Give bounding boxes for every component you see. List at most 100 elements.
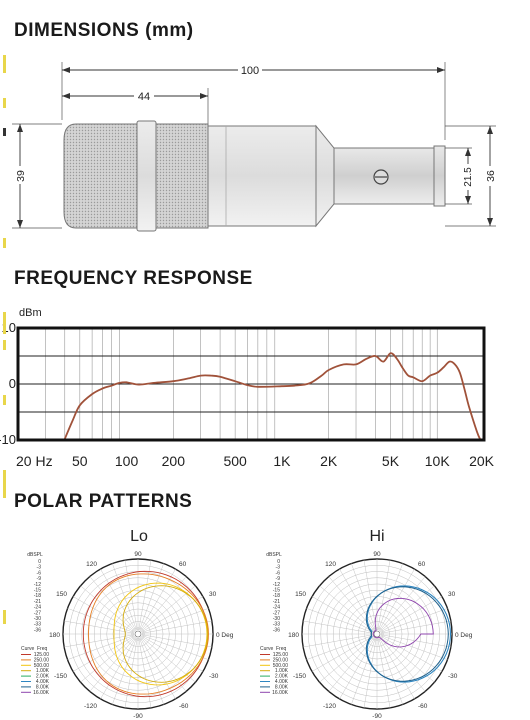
polar-radial xyxy=(363,637,377,708)
x-tick-label: 100 xyxy=(115,453,139,469)
microphone-outline xyxy=(63,120,446,232)
polar-radial xyxy=(380,620,451,634)
polar-radial xyxy=(380,634,451,648)
polar-radial xyxy=(72,635,135,672)
polar-scale-value: -24 xyxy=(34,605,41,611)
y-tick-label: 0 xyxy=(9,376,16,391)
polar-radial xyxy=(378,637,415,700)
polar-angle-label: -150 xyxy=(293,673,306,680)
legend-freq: 125.00 xyxy=(273,652,289,658)
polar-angle-label: -120 xyxy=(323,703,336,710)
polar-angle-label: 60 xyxy=(179,561,187,568)
polar-angle-label: -30 xyxy=(209,673,219,680)
polar-radial xyxy=(100,568,137,631)
legend-freq: 1.00K xyxy=(275,668,289,674)
polar-scale-value: 0 xyxy=(277,559,280,565)
polar-curve xyxy=(365,586,449,682)
polar-angle-label: 150 xyxy=(295,591,306,598)
chart-frame xyxy=(16,326,486,442)
legend-freq: 2.00K xyxy=(36,674,50,680)
polar-angle-label: 150 xyxy=(56,591,67,598)
legend-freq: 8.00K xyxy=(36,684,50,690)
polar-radial xyxy=(140,636,187,692)
polar-angle-label: 0 Deg xyxy=(216,632,234,639)
legend-curve-header: Curve xyxy=(21,646,35,652)
polar-radial xyxy=(141,596,204,633)
polar-radial xyxy=(351,637,376,705)
polar-angle-label: 30 xyxy=(448,591,456,598)
legend-freq-header: Freq xyxy=(37,646,48,652)
polar-angle-label: 120 xyxy=(325,561,336,568)
polar-angle-label: -150 xyxy=(54,673,67,680)
polar-radial xyxy=(139,637,164,705)
polar-radial xyxy=(89,636,136,692)
polar-curve xyxy=(82,570,209,698)
legend-freq: 8.00K xyxy=(275,684,289,690)
polar-angle-label: -60 xyxy=(418,703,428,710)
polar-radial xyxy=(363,560,377,631)
polar-radial xyxy=(67,635,135,660)
polar-radial xyxy=(319,636,375,683)
polar-radial xyxy=(379,576,426,632)
head-length-dimension: 44 xyxy=(62,88,209,125)
polar-scale-value: -9 xyxy=(276,576,281,582)
polar-scale-value: -15 xyxy=(273,588,280,594)
legend-freq: 1.00K xyxy=(36,668,50,674)
polar-scale-value: -36 xyxy=(273,627,280,633)
dimensions-title: DIMENSIONS (mm) xyxy=(14,20,194,41)
polar-scale-value: -18 xyxy=(273,593,280,599)
polar-scale-value: -33 xyxy=(273,622,280,628)
polar-radial xyxy=(138,637,152,708)
polar-radial xyxy=(380,635,443,672)
polar-radial xyxy=(141,634,212,648)
polar-radial xyxy=(377,560,391,631)
frequency-response-line xyxy=(63,352,482,441)
polar-angle-label: 180 xyxy=(49,632,60,639)
polar-radial xyxy=(141,608,209,633)
legend-freq: 16.00K xyxy=(33,690,50,696)
polar-radial xyxy=(377,637,391,708)
polar-radial xyxy=(380,596,443,633)
x-tick-label: 200 xyxy=(162,453,186,469)
polar-title: Hi xyxy=(369,528,384,545)
polar-curve xyxy=(113,582,208,686)
polar-radial xyxy=(80,585,136,632)
polar-radial xyxy=(112,563,137,631)
legend-freq: 250.00 xyxy=(273,657,289,663)
polar-radial xyxy=(141,635,204,672)
legend-freq: 125.00 xyxy=(34,652,50,658)
polar-title: Lo xyxy=(130,528,148,545)
polar-scale-label: dBSPL xyxy=(266,552,282,558)
polar-scale-value: -27 xyxy=(34,610,41,616)
polar-scale-value: -15 xyxy=(34,588,41,594)
x-tick-label: 20K xyxy=(469,453,495,469)
frequency-response-title: FREQUENCY RESPONSE xyxy=(14,268,253,289)
polar-scale-label: dBSPL xyxy=(27,552,43,558)
polar-radial xyxy=(139,563,164,631)
polar-radial xyxy=(351,563,376,631)
x-tick-label: 1K xyxy=(273,453,291,469)
polar-angle-label: -60 xyxy=(179,703,189,710)
polar-radial xyxy=(303,634,374,648)
legend-freq-header: Freq xyxy=(276,646,287,652)
polar-radial xyxy=(306,635,374,660)
x-tick-label: 50 xyxy=(72,453,88,469)
polar-scale-value: -18 xyxy=(34,593,41,599)
polar-radial xyxy=(311,635,374,672)
polar-radial xyxy=(339,568,376,631)
polar-radial xyxy=(311,596,374,633)
polar-scale-value: -9 xyxy=(37,576,42,582)
body-diameter-label: 36 xyxy=(485,170,497,182)
polar-scale-value: -12 xyxy=(34,582,41,588)
legend-freq: 4.00K xyxy=(36,679,50,685)
polar-curve xyxy=(372,597,434,648)
body-diameter-dimension: 36 xyxy=(445,125,498,227)
polar-radial xyxy=(339,637,376,700)
polar-angle-label: 0 Deg xyxy=(455,632,473,639)
polar-angle-label: 90 xyxy=(373,551,381,558)
y-axis-label: dBm xyxy=(19,307,42,319)
polar-radial xyxy=(124,637,138,708)
polar-scale-value: -6 xyxy=(276,570,281,576)
